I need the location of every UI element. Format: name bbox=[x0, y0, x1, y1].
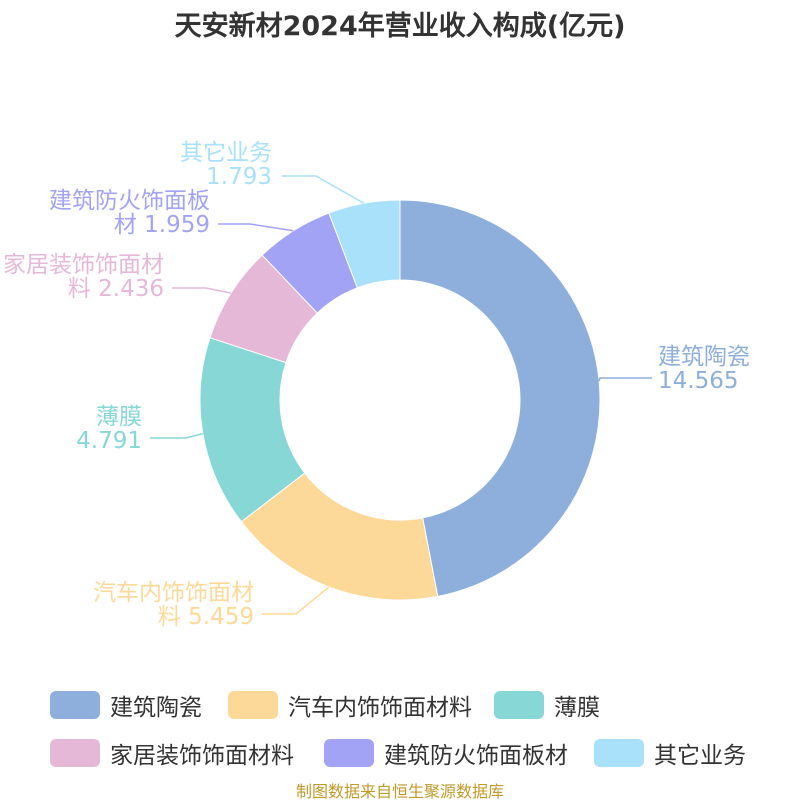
data-label-line: 1.793 bbox=[206, 164, 272, 190]
data-label: 其它业务 1.793 bbox=[180, 140, 272, 190]
data-label-line: 汽车内饰饰面材 bbox=[93, 580, 254, 606]
legend-label: 薄膜 bbox=[554, 695, 600, 721]
data-label-line: 薄膜 bbox=[96, 404, 142, 430]
legend-item[interactable]: 薄膜 bbox=[494, 684, 600, 726]
legend-swatch bbox=[228, 691, 278, 719]
data-label-line: 料 5.459 bbox=[158, 604, 254, 630]
data-label: 建筑防火饰面板材 1.959 bbox=[49, 188, 210, 238]
data-label-line: 14.565 bbox=[658, 368, 738, 394]
data-label-line: 建筑防火饰面板 bbox=[49, 188, 210, 214]
legend-item[interactable]: 其它业务 bbox=[594, 732, 746, 774]
data-label: 建筑陶瓷 14.565 bbox=[658, 344, 750, 394]
data-label: 汽车内饰饰面材料 5.459 bbox=[93, 580, 254, 630]
legend-label: 建筑陶瓷 bbox=[110, 695, 202, 721]
donut-slice bbox=[328, 199, 401, 289]
data-label-line: 4.791 bbox=[76, 428, 142, 454]
leader-line bbox=[598, 377, 652, 382]
leader-line bbox=[282, 175, 365, 204]
legend-swatch bbox=[50, 691, 100, 719]
legend-swatch bbox=[324, 739, 374, 767]
source-note: 制图数据来自恒生聚源数据库 bbox=[295, 782, 504, 801]
leader-line bbox=[262, 586, 330, 615]
data-label-line: 家居装饰饰面材 bbox=[3, 252, 164, 278]
data-label: 薄膜 4.791 bbox=[76, 404, 142, 454]
legend-row: 建筑陶瓷 汽车内饰饰面材料 薄膜 bbox=[0, 684, 800, 726]
legend-item[interactable]: 建筑防火饰面板材 bbox=[324, 732, 568, 774]
data-label-line: 建筑陶瓷 bbox=[658, 344, 750, 370]
leader-lines-group bbox=[150, 175, 652, 615]
data-label-line: 其它业务 bbox=[180, 140, 272, 166]
legend-label: 建筑防火饰面板材 bbox=[384, 743, 568, 769]
leader-line bbox=[150, 432, 204, 439]
donut-slice bbox=[399, 199, 601, 597]
legend-item[interactable]: 建筑陶瓷 bbox=[50, 684, 202, 726]
legend-row: 家居装饰饰面材料 建筑防火饰面板材 其它业务 bbox=[0, 732, 800, 774]
legend-swatch bbox=[494, 691, 544, 719]
legend-label: 汽车内饰饰面材料 bbox=[288, 695, 472, 721]
leader-line bbox=[218, 223, 294, 232]
data-label-line: 材 1.959 bbox=[114, 212, 210, 238]
legend-label: 家居装饰饰面材料 bbox=[110, 743, 294, 769]
legend-item[interactable]: 家居装饰饰面材料 bbox=[50, 732, 294, 774]
legend-swatch bbox=[594, 739, 644, 767]
legend-item[interactable]: 汽车内饰饰面材料 bbox=[228, 684, 472, 726]
legend-label: 其它业务 bbox=[654, 743, 746, 769]
chart-title: 天安新材2024年营业收入构成(亿元) bbox=[174, 11, 626, 42]
data-label: 家居装饰饰面材料 2.436 bbox=[3, 252, 164, 302]
legend-swatch bbox=[50, 739, 100, 767]
slices-group bbox=[199, 199, 601, 601]
data-label-line: 料 2.436 bbox=[68, 276, 164, 302]
leader-line bbox=[172, 287, 232, 294]
